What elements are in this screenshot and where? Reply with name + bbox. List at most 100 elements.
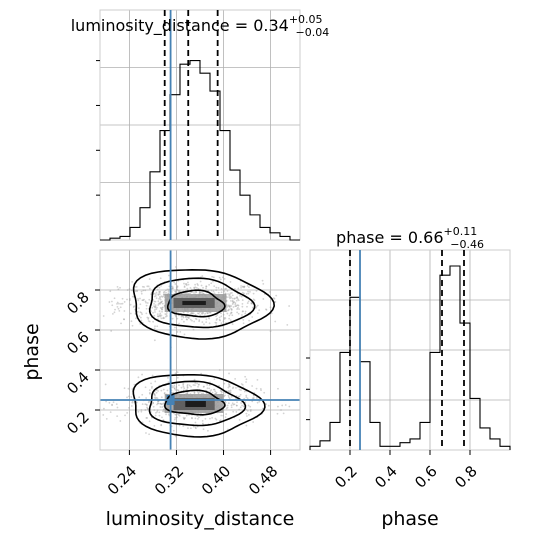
sample-point — [202, 385, 205, 388]
sample-point — [208, 322, 211, 325]
sample-point — [229, 281, 232, 283]
sample-point — [156, 288, 159, 291]
sample-point — [147, 316, 150, 319]
sample-point — [161, 406, 164, 408]
sample-point — [258, 400, 261, 403]
sample-point — [135, 286, 138, 288]
sample-point — [251, 397, 254, 400]
sample-point — [265, 403, 268, 406]
sample-point — [191, 291, 193, 293]
sample-point — [236, 311, 239, 314]
sample-point — [210, 289, 213, 292]
density-cell — [185, 401, 206, 407]
sample-point — [133, 305, 136, 307]
sample-point — [162, 316, 165, 319]
sample-point — [194, 384, 196, 387]
sample-point — [178, 290, 180, 293]
sample-point — [131, 400, 134, 403]
sample-point — [243, 285, 246, 288]
sample-point — [230, 406, 233, 409]
histogram-bin — [350, 297, 360, 450]
sample-point — [146, 408, 149, 411]
sample-point — [150, 387, 153, 389]
sample-point — [197, 391, 200, 394]
sample-point — [239, 294, 241, 297]
sample-point — [265, 308, 267, 311]
sample-point — [130, 289, 133, 292]
histogram-bin — [320, 441, 330, 450]
sample-point — [163, 408, 165, 410]
sample-point — [215, 322, 218, 324]
sample-point — [158, 310, 161, 313]
sample-point — [113, 297, 116, 300]
sample-point — [213, 285, 216, 288]
sample-point — [116, 415, 119, 418]
sample-point — [159, 277, 162, 280]
sample-point — [178, 322, 180, 325]
sample-point — [214, 321, 217, 324]
sample-point — [223, 318, 226, 321]
x-tick-label: 0.4 — [371, 462, 401, 492]
sample-point — [205, 318, 208, 321]
sample-point — [183, 387, 186, 390]
sample-point — [242, 322, 245, 325]
sample-point — [228, 397, 231, 400]
sample-point — [242, 405, 245, 408]
sample-point — [111, 403, 113, 406]
sample-point — [189, 292, 192, 295]
sample-point — [203, 323, 205, 326]
sample-point — [158, 295, 161, 298]
ld-histogram-panel — [99, 9, 301, 241]
sample-point — [160, 403, 163, 406]
sample-point — [218, 316, 221, 319]
sample-point — [138, 396, 141, 399]
sample-point — [233, 301, 236, 303]
histogram-bin — [170, 95, 180, 240]
sample-point — [205, 321, 208, 324]
sample-point — [227, 383, 230, 385]
sample-point — [231, 323, 234, 326]
sample-point — [171, 287, 174, 289]
sample-point — [177, 414, 180, 416]
sample-point — [187, 281, 189, 284]
sample-point — [136, 290, 138, 292]
sample-point — [174, 326, 176, 329]
sample-point — [224, 292, 226, 295]
sample-point — [126, 412, 129, 414]
sample-point — [265, 308, 268, 311]
sample-point — [194, 382, 197, 384]
sample-point — [167, 288, 170, 291]
sample-point — [184, 283, 187, 285]
sample-point — [189, 318, 192, 321]
sample-point — [139, 311, 142, 314]
sample-point — [245, 408, 248, 411]
sample-point — [258, 309, 261, 312]
sample-point — [173, 281, 176, 284]
sample-point — [186, 316, 189, 318]
ld-title-sup: +0.05 — [289, 13, 323, 26]
sample-point — [173, 384, 176, 387]
sample-point — [175, 286, 178, 289]
sample-point — [110, 330, 113, 332]
sample-point — [227, 309, 229, 312]
sample-point — [148, 392, 151, 395]
sample-point — [126, 289, 129, 291]
sample-point — [183, 285, 186, 288]
sample-point — [237, 306, 239, 309]
sample-point — [249, 405, 252, 408]
sample-point — [193, 320, 196, 323]
sample-point — [256, 378, 259, 381]
sample-point — [231, 300, 234, 303]
sample-point — [139, 303, 142, 306]
sample-point — [229, 389, 232, 392]
sample-point — [176, 413, 179, 416]
sample-point — [186, 387, 189, 389]
sample-point — [160, 424, 163, 427]
sample-point — [140, 410, 143, 413]
sample-point — [219, 389, 222, 392]
sample-point — [159, 301, 162, 304]
sample-point — [186, 386, 189, 389]
sample-point — [196, 312, 199, 315]
sample-point — [208, 387, 211, 390]
sample-point — [195, 427, 197, 430]
